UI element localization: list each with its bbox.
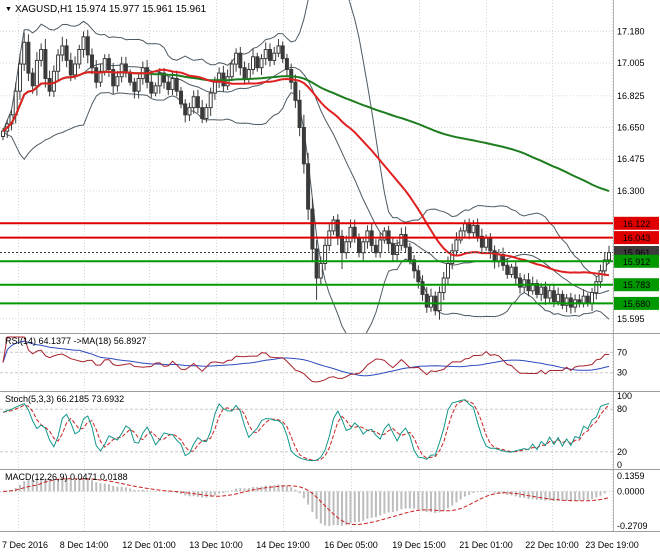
time-axis-panel[interactable]: 7 Dec 2016 8 Dec 14:00 12 Dec 01:00 13 Dec … xyxy=(0,532,660,560)
y-axis-label: 15.595 xyxy=(617,314,645,324)
stochastic-title: Stoch(5,3,3) 66.2185 73.6932 xyxy=(5,394,125,404)
price-tag xyxy=(614,278,659,292)
stochastic-panel[interactable]: 100 80 20 0 Stoch(5,3,3) 66.2185 73.6932 xyxy=(0,392,660,470)
x-axis-label: 19 Dec 15:00 xyxy=(392,540,446,550)
x-axis-label: 14 Dec 19:00 xyxy=(256,540,310,550)
moving-averages xyxy=(2,68,610,277)
price-chart-canvas[interactable]: 16.12216.04315.96115.91215.78315.68017.1… xyxy=(0,0,660,333)
candles-layer xyxy=(1,29,611,320)
price-tag xyxy=(614,216,659,230)
x-axis-label: 16 Dec 05:00 xyxy=(324,540,378,550)
macd-histogram xyxy=(6,477,606,526)
price-chart-panel[interactable]: 16.122 16.043 15.961 15.912 15.783 15.680 17.1… xyxy=(0,0,660,334)
stoch-axis-label: 80 xyxy=(617,404,627,414)
x-axis-label: 22 Dec 10:00 xyxy=(525,540,579,550)
vertical-grid xyxy=(18,392,613,469)
price-tag-label: 16.122 xyxy=(623,219,651,229)
rsi-panel[interactable]: 70 30 RSI(14) 64.1377 ->MA(18) 56.8927 xyxy=(0,334,660,392)
vertical-grid xyxy=(18,334,613,391)
macd-panel[interactable]: 0.1359 0.0000 -0.2709 MACD(12,26,9) 0.0471… xyxy=(0,470,660,532)
time-axis-canvas[interactable]: 7 Dec 2016 8 Dec 14:00 12 Dec 01:00 13 Dec … xyxy=(0,532,660,560)
x-axis-label: 21 Dec 01:00 xyxy=(459,540,513,550)
x-axis-label: 8 Dec 14:00 xyxy=(60,540,109,550)
horizontal-levels[interactable] xyxy=(0,222,613,305)
price-tag-label: 15.912 xyxy=(623,257,651,267)
y-axis-label: 17.180 xyxy=(617,26,645,36)
price-tag xyxy=(614,296,659,310)
price-tag-label: 15.961 xyxy=(623,248,651,258)
vertical-grid xyxy=(18,470,613,531)
macd-axis-label: -0.2709 xyxy=(617,521,648,531)
price-tag xyxy=(614,254,659,268)
stochastic-canvas[interactable]: 100 80 20 0 xyxy=(0,392,660,469)
chart-title: ▼ XAGUSD,H1 15.974 15.977 15.961 15.961 xyxy=(5,4,206,15)
price-tag-label: 15.783 xyxy=(623,280,651,290)
rsi-canvas[interactable]: 70 30 xyxy=(0,334,660,391)
price-tag-label: 16.043 xyxy=(623,233,651,243)
rsi-level-label: 30 xyxy=(617,368,627,378)
y-axis-label: 16.475 xyxy=(617,154,645,164)
y-axis-label: 16.650 xyxy=(617,123,645,133)
macd-axis-label: 0.1359 xyxy=(617,471,645,481)
x-axis-label: 12 Dec 01:00 xyxy=(122,540,176,550)
x-axis-label: 7 Dec 2016 xyxy=(2,540,48,550)
x-axis-label: 13 Dec 10:00 xyxy=(189,540,243,550)
macd-title: MACD(12,26,9) 0.0471 0.0188 xyxy=(5,472,128,482)
symbol-dropdown-icon[interactable]: ▼ xyxy=(5,6,12,13)
y-axis-label: 17.005 xyxy=(617,58,645,68)
chart-title-text: XAGUSD,H1 15.974 15.977 15.961 15.961 xyxy=(14,4,207,15)
x-axis-label: 23 Dec 19:00 xyxy=(585,540,639,550)
macd-axis-label: 0.0000 xyxy=(617,486,645,496)
rsi-title: RSI(14) 64.1377 ->MA(18) 56.8927 xyxy=(5,336,147,346)
price-axis-labels: 17.180 17.005 16.825 16.650 16.475 16.300 15.5… xyxy=(617,26,645,323)
rsi-level-label: 70 xyxy=(617,347,627,357)
stoch-axis-label: 20 xyxy=(617,447,627,457)
price-tag-label: 15.680 xyxy=(623,299,651,309)
price-tag xyxy=(614,231,659,245)
stoch-axis-label: 0 xyxy=(617,460,622,469)
macd-canvas[interactable]: 0.1359 0.0000 -0.2709 xyxy=(0,470,660,531)
y-axis-label: 16.300 xyxy=(617,186,645,196)
y-axis-label: 16.825 xyxy=(617,91,645,101)
stoch-axis-label: 100 xyxy=(617,392,632,401)
